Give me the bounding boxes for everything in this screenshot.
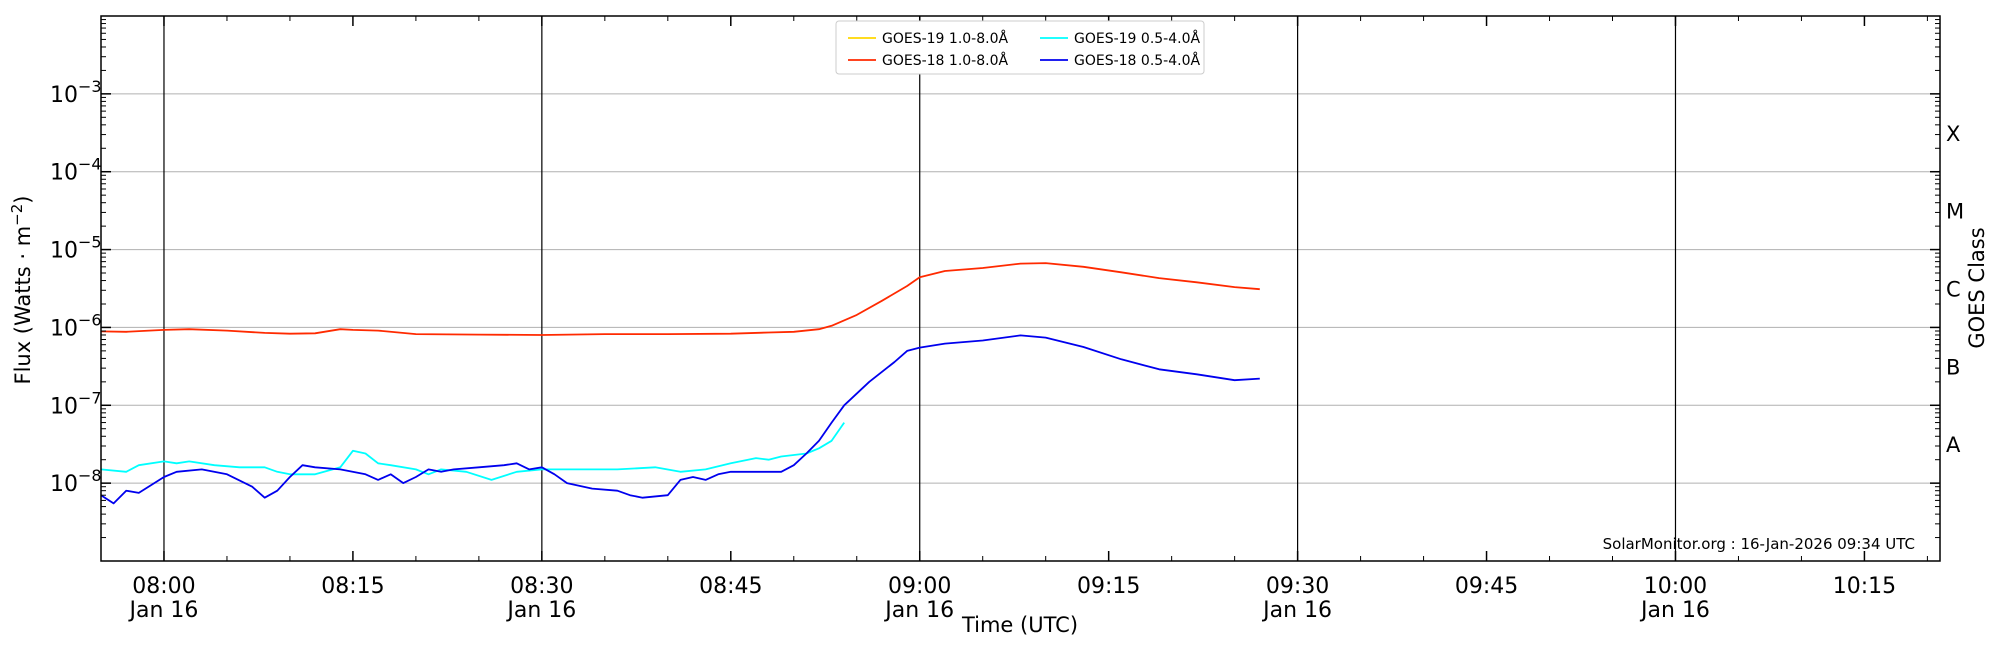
credit-text: SolarMonitor.org : 16-Jan-2026 09:34 UTC: [1603, 535, 1915, 553]
vertical-day-lines: [163, 16, 1677, 561]
series-line-3: [100, 334, 1260, 505]
x-tick-label-7: 09:45: [1455, 574, 1518, 599]
x-tick-label-1: 08:15: [321, 574, 384, 599]
y-tick-label-2: 10−6: [50, 310, 102, 341]
x-tick-sublabel-4: Jan 16: [883, 598, 954, 623]
grid-layer: [101, 93, 1940, 484]
plot-frame: [100, 15, 1941, 562]
x-tick-sublabel-8: Jan 16: [1639, 598, 1710, 623]
y-tick-label-5: 10−3: [50, 77, 102, 108]
y-axis-label: Flux (Watts · m−2): [8, 195, 35, 384]
x-tick-sublabel-0: Jan 16: [128, 598, 199, 623]
x-tick-label-0: 08:00: [132, 574, 195, 599]
legend-box: [835, 20, 1205, 75]
y-tick-label-4: 10−4: [50, 155, 102, 186]
y-tick-label-3: 10−5: [50, 233, 102, 264]
x-tick-sublabel-6: Jan 16: [1261, 598, 1332, 623]
goes-class-label-b: B: [1946, 355, 1960, 379]
x-axis-label: Time (UTC): [961, 613, 1078, 637]
x-tick-label-8: 10:00: [1644, 574, 1707, 599]
x-tick-label-3: 08:45: [699, 574, 762, 599]
y-axis-label-right: GOES Class: [1965, 227, 1989, 348]
x-tick-label-9: 10:15: [1833, 574, 1896, 599]
legend-label-2: GOES-19 0.5-4.0Å: [1074, 30, 1200, 47]
series-line-2: [100, 422, 845, 481]
x-tick-label-2: 08:30: [510, 574, 573, 599]
series-layer: [100, 262, 1260, 505]
goes-class-label-c: C: [1946, 278, 1961, 302]
y-tick-label-0: 10−8: [50, 466, 102, 497]
series-line-1: [100, 262, 1260, 336]
x-tick-label-5: 09:15: [1077, 574, 1140, 599]
x-tick-label-6: 09:30: [1266, 574, 1329, 599]
legend-label-3: GOES-18 0.5-4.0Å: [1074, 52, 1200, 69]
x-tick-sublabel-2: Jan 16: [505, 598, 576, 623]
goes-class-label-m: M: [1946, 200, 1964, 224]
goes-class-label-a: A: [1946, 433, 1961, 457]
legend-label-0: GOES-19 1.0-8.0Å: [882, 30, 1008, 47]
legend: GOES-19 1.0-8.0Å GOES-18 1.0-8.0Å GOES-19 …: [835, 20, 1205, 75]
x-tick-label-4: 09:00: [888, 574, 951, 599]
y-tick-label-1: 10−7: [50, 388, 102, 419]
legend-label-1: GOES-18 1.0-8.0Å: [882, 52, 1008, 69]
goes-class-label-x: X: [1946, 122, 1960, 146]
